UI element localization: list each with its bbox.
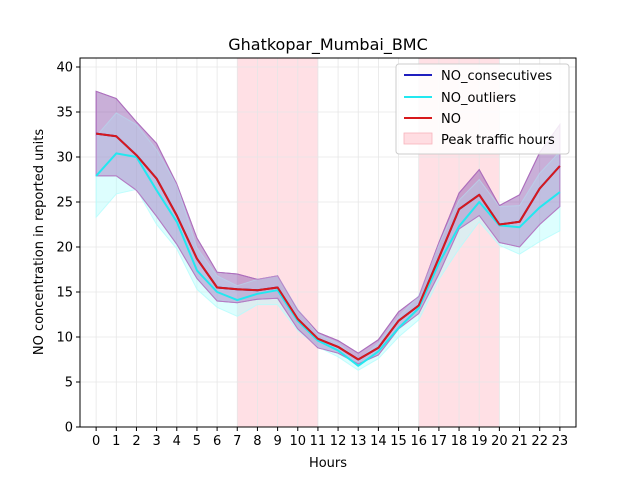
x-tick-label: 0 [92, 434, 100, 449]
legend: NO_consecutives NO_outliers NO Peak traf… [395, 63, 570, 155]
y-tick-label: 15 [56, 286, 73, 301]
y-tick-label: 35 [56, 106, 73, 121]
x-tick-label: 20 [491, 434, 508, 449]
x-tick-label: 5 [193, 434, 201, 449]
y-axis-ticks: 0 5 10 15 20 25 30 35 40 [56, 61, 80, 436]
x-tick-label: 10 [289, 434, 306, 449]
y-tick-label: 10 [56, 331, 73, 346]
x-tick-label: 15 [390, 434, 407, 449]
legend-label-no-consecutives: NO_consecutives [441, 69, 552, 84]
y-tick-label: 5 [65, 376, 73, 391]
x-tick-label: 3 [152, 434, 160, 449]
x-tick-label: 1 [112, 434, 120, 449]
band-no [95, 90, 561, 365]
x-tick-label: 14 [370, 434, 387, 449]
series-line-no-outliers [95, 152, 561, 367]
x-tick-label: 23 [552, 434, 569, 449]
x-tick-label: 2 [132, 434, 140, 449]
series-line-no [95, 132, 561, 361]
x-tick-label: 18 [451, 434, 468, 449]
y-axis-label: NO concentration in reported units [32, 129, 47, 356]
x-tick-label: 22 [531, 434, 548, 449]
x-tick-label: 16 [410, 434, 427, 449]
legend-frame [395, 63, 570, 155]
x-tick-label: 19 [471, 434, 488, 449]
x-tick-label: 17 [431, 434, 448, 449]
x-tick-label: 13 [350, 434, 367, 449]
legend-swatch-peak-hours [403, 132, 433, 145]
y-tick-label: 25 [56, 196, 73, 211]
x-axis-ticks: 0 1 2 3 4 5 6 7 8 9 10 11 12 13 14 15 16 17 18 19 20 21 22 23 [92, 427, 568, 449]
y-tick-label: 20 [56, 241, 73, 256]
legend-label-no-outliers: NO_outliers [441, 91, 516, 106]
x-tick-label: 7 [233, 434, 241, 449]
x-tick-label: 21 [511, 434, 528, 449]
x-tick-label: 11 [310, 434, 327, 449]
x-tick-label: 8 [253, 434, 261, 449]
x-tick-label: 12 [330, 434, 347, 449]
y-tick-label: 40 [56, 61, 73, 76]
x-tick-label: 6 [213, 434, 221, 449]
chart-title: Ghatkopar_Mumbai_BMC [228, 35, 428, 55]
x-tick-label: 9 [273, 434, 281, 449]
plot-frame [79, 57, 577, 428]
legend-label-no: NO [441, 112, 461, 127]
x-axis-label: Hours [309, 456, 347, 471]
line-layer [95, 132, 561, 367]
y-tick-label: 0 [65, 421, 73, 436]
legend-label-peak-hours: Peak traffic hours [441, 133, 555, 148]
x-tick-label: 4 [173, 434, 181, 449]
y-tick-label: 30 [56, 151, 73, 166]
